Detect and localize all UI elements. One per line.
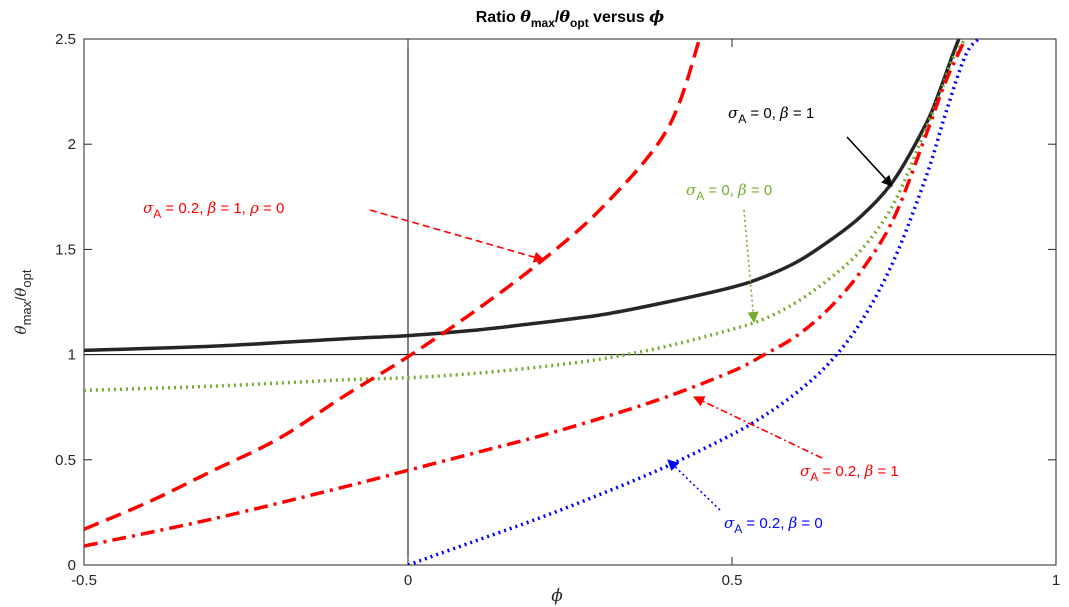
annotation-green: σA = 0, β = 0 — [686, 181, 772, 324]
annotation-arrow-red-dashed — [369, 209, 546, 263]
annotation-black: σA = 0, β = 1 — [728, 104, 893, 187]
annotation-blue: σA = 0.2, β = 0 — [667, 459, 823, 536]
svg-text:σA = 0.2, β = 1: σA = 0.2, β = 1 — [800, 462, 899, 484]
y-axis-label: θmax/θopt — [12, 269, 34, 334]
x-axis: -0.5 0 0.5 1 — [71, 39, 1060, 589]
svg-text:σA = 0, β = 0: σA = 0, β = 0 — [686, 181, 772, 203]
annotation-red-dashdot: σA = 0.2, β = 1 — [692, 396, 899, 484]
svg-text:σA = 0, β = 1: σA = 0, β = 1 — [728, 104, 814, 126]
y-tick-label: 2.5 — [55, 31, 76, 48]
y-axis: 0 0.5 1 1.5 2 2.5 — [55, 31, 1056, 574]
y-tick-label: 0 — [68, 557, 76, 574]
x-tick-label: 1 — [1052, 572, 1060, 589]
annotation-red-dashed: σA = 0.2, β = 1, ρ = 0 — [143, 199, 546, 263]
series-line-2 — [84, 39, 702, 531]
series-line-3 — [84, 39, 967, 548]
x-tick-label: -0.5 — [71, 572, 97, 589]
y-tick-label: 0.5 — [55, 452, 76, 469]
x-axis-label: ϕ — [551, 586, 563, 606]
series-line-4 — [407, 39, 980, 565]
annotation-arrow-red-dashdot — [692, 396, 823, 459]
annotation-arrow-blue — [667, 459, 721, 511]
y-tick-label: 2 — [68, 136, 76, 153]
annotation-arrow-green — [743, 209, 759, 324]
svg-text:σA = 0.2, β = 1, ρ = 0: σA = 0.2, β = 1, ρ = 0 — [143, 199, 284, 221]
annotation-arrow-black — [846, 136, 893, 187]
plot-area — [83, 38, 1057, 566]
y-tick-label: 1 — [68, 347, 76, 364]
svg-text:σA = 0.2, β = 0: σA = 0.2, β = 0 — [724, 514, 823, 536]
x-tick-label: 0.5 — [722, 572, 743, 589]
x-tick-label: 0 — [404, 572, 412, 589]
series-group — [84, 39, 980, 565]
chart-title: Ratio θmax/θopt versus ϕ — [476, 7, 664, 30]
y-tick-label: 1.5 — [55, 241, 76, 258]
